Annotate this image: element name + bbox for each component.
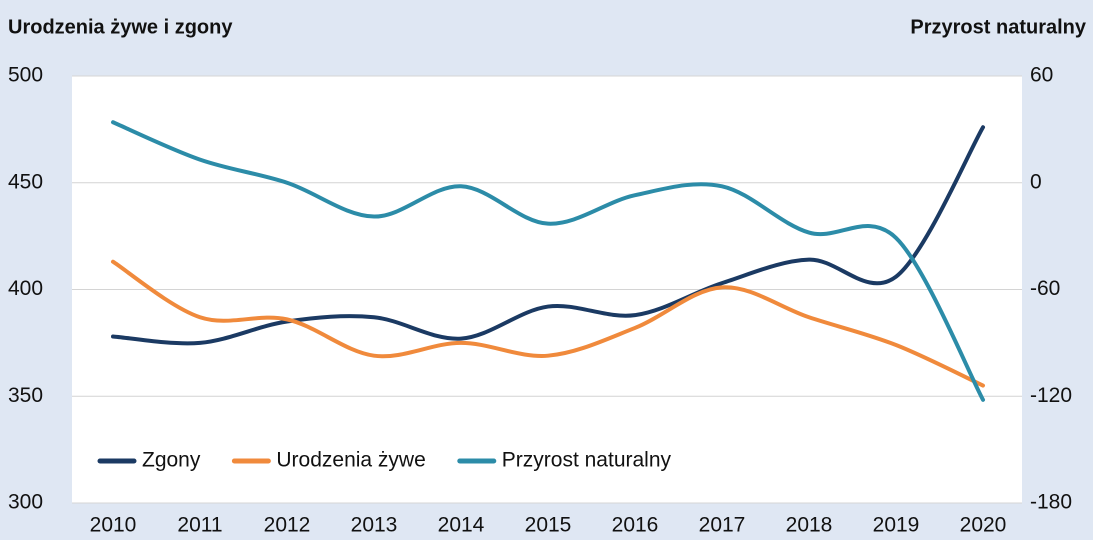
x-tick-label: 2017 [699, 514, 746, 537]
y-tick-label: 500 [8, 64, 43, 87]
series-line [111, 125, 985, 346]
x-tick-label: 2020 [960, 514, 1007, 537]
x-tick-label: 2010 [90, 514, 137, 537]
x-tick-label: 2015 [525, 514, 572, 537]
y2-tick-label: -180 [1030, 491, 1072, 514]
y-tick-label: 350 [8, 384, 43, 407]
y-tick-label: 300 [8, 491, 43, 514]
y2-title: Przyrost naturalny [910, 16, 1086, 38]
series-line [111, 120, 985, 402]
y2-tick-label: -60 [1030, 277, 1060, 300]
legend-label: Urodzenia żywe [276, 449, 425, 472]
x-tick-label: 2013 [351, 514, 398, 537]
x-tick-label: 2014 [438, 514, 485, 537]
series-line [111, 259, 985, 388]
y2-tick-label: 60 [1030, 64, 1053, 87]
y-tick-label: 400 [8, 277, 43, 300]
x-tick-label: 2012 [264, 514, 311, 537]
chart-title: Urodzenia żywe i zgony [8, 16, 233, 38]
x-tick-label: 2018 [786, 514, 833, 537]
y2-tick-label: -120 [1030, 384, 1072, 407]
y2-tick-label: 0 [1030, 170, 1042, 193]
x-tick-label: 2019 [873, 514, 920, 537]
legend-label: Zgony [142, 449, 201, 472]
y-tick-label: 450 [8, 170, 43, 193]
x-tick-label: 2016 [612, 514, 659, 537]
x-tick-label: 2011 [177, 514, 222, 537]
legend-label: Przyrost naturalny [502, 449, 672, 472]
